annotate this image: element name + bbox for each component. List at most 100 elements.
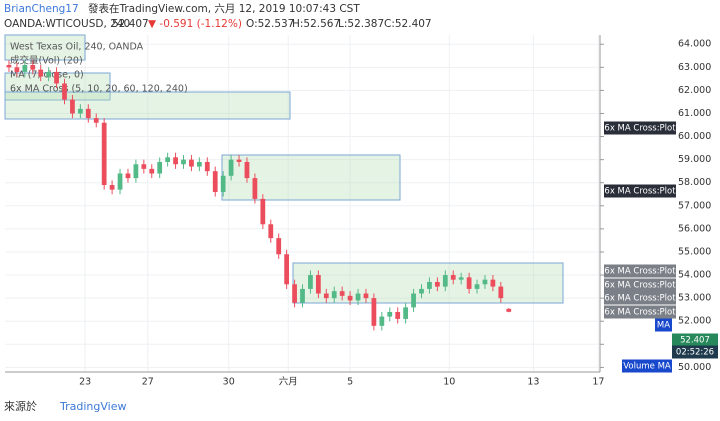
y-tick-label: 56.000 [678,223,711,234]
candle-body [46,71,52,77]
x-tick-label: 六月 [279,376,298,388]
y-tick-label: 60.000 [678,131,711,142]
publish-info: 發表在TradingView.com, 六月 12, 2019 10:07:43… [88,2,360,15]
candle-body [212,171,218,192]
x-tick-label: 17 [592,377,604,388]
ohlc-open: O:52.537 [246,18,294,30]
candle-body [204,161,210,172]
x-tick-label: 30 [223,377,235,388]
last-price: 52.407 [112,18,149,30]
candle-body [474,284,480,289]
candle-body [133,164,139,179]
candle-body [331,291,337,299]
candle-body [339,291,345,296]
candle-body [220,175,226,192]
candle-body [77,108,83,114]
candle-body [228,159,234,176]
candle-body [315,275,321,294]
candle-body [54,71,59,84]
price-tag [672,345,718,359]
candle-body [498,286,504,299]
price-tag [604,184,676,198]
range-box [4,91,291,120]
x-tick-label: 13 [527,377,539,388]
price-tag [604,264,676,278]
ohlc-close: C:52.407 [384,18,432,30]
candle-body [363,293,369,299]
y-tick-label: 58.000 [678,177,711,188]
candle-body [276,238,282,255]
candle-body [434,281,440,287]
candle-body [125,173,131,179]
range-boxes [4,34,564,304]
y-tick-label: 61.000 [678,108,711,119]
footer-source: 來源於 [4,399,37,413]
candle-body [62,83,67,100]
price-tag-label: 6x MA Cross:Plot [604,308,676,318]
candle-body [308,275,313,289]
candle-body [323,293,329,299]
price-tag-label: Volume MA [623,362,671,372]
candle-body [14,67,20,72]
candle-body [371,298,377,326]
candle-body [236,159,242,162]
candle-body [109,185,115,190]
range-box [221,154,401,201]
candle-body [117,173,123,190]
candle-body [403,307,409,319]
candle-body [30,65,36,70]
footer-brand[interactable]: TradingView [59,400,126,413]
y-tick-label: 57.000 [678,200,711,211]
y-tick-label: 62.000 [678,85,711,96]
price-tag-label: 6x MA Cross:Plot [604,187,676,197]
candle-body [268,224,274,239]
candle-body [292,284,297,303]
candle-body [38,69,44,77]
candle-body [419,288,424,294]
candle-body [149,168,155,174]
candle-body [395,311,401,319]
candle-body [300,288,305,303]
price-tag [604,305,676,319]
candle-body [141,164,147,169]
candle-body [196,161,202,167]
y-tick-label: 50.000 [678,362,711,373]
candle-body [189,159,194,167]
candle-body [284,254,290,285]
y-tick-label: 64.000 [678,39,711,50]
candle-body [22,65,28,72]
legend-item: 6x MA Cross (5, 10, 20, 60, 120, 240) [10,84,188,95]
price-tag [622,359,672,373]
candle-body [173,157,178,165]
candle-body [85,108,91,119]
candle-body [101,122,107,186]
ohlc-low: L:52.387 [338,18,384,30]
candle-body [466,277,472,289]
y-tick-label: 52.000 [678,316,711,327]
candle-body [506,308,512,312]
y-tick-label: 54.000 [678,270,711,281]
candle-body [490,279,496,287]
candle-body [260,198,266,225]
y-tick-label: 63.000 [678,62,711,73]
price-tag-label: 6x MA Cross:Plot [604,294,676,304]
price-tag-label: 6x MA Cross:Plot [604,267,676,277]
author[interactable]: BrianCheng17 [4,3,79,15]
price-tag [604,278,676,292]
x-tick-label: 5 [347,377,353,388]
candle-body [482,279,488,285]
candle-body [6,65,12,68]
range-box [4,34,86,61]
change: ▼ -0.591 (-1.12%) [148,18,242,30]
price-tag [604,121,676,135]
candle-body [157,161,163,174]
x-tick-label: 27 [142,377,154,388]
price-tag-label: 02:52:26 [676,348,714,358]
candle-body [181,159,186,165]
candle-body [458,277,464,280]
price-tag-label: 6x MA Cross:Plot [604,124,676,134]
price-tag [655,318,672,332]
x-tick-label: 10 [443,377,455,388]
legend-item: 成交量(Vol) (20) [10,55,83,67]
price-tag [672,333,718,347]
